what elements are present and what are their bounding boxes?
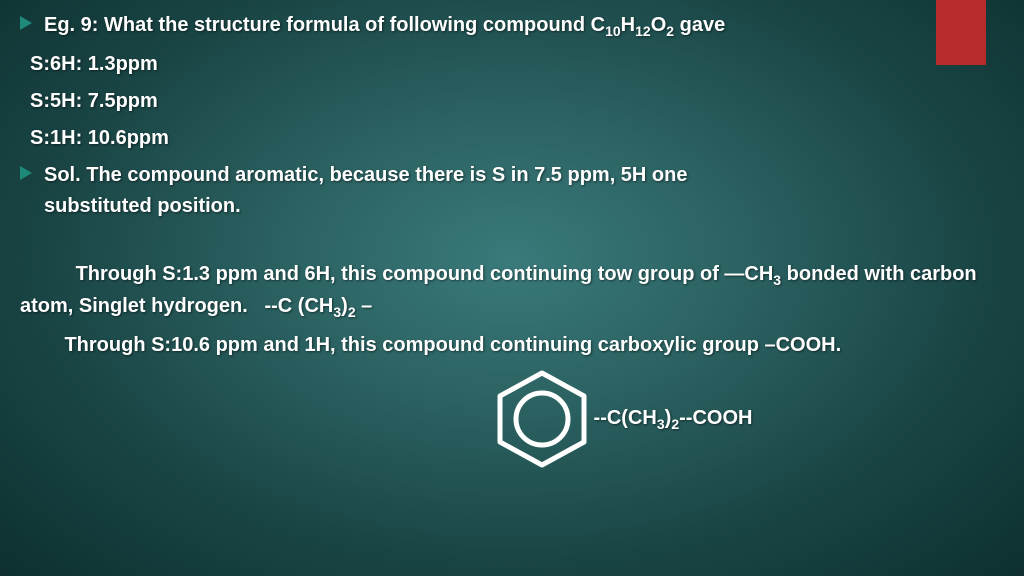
f-s1: 3	[657, 416, 665, 432]
q-sub1: 10	[605, 23, 621, 39]
p1a: Through S:1.3 ppm and 6H, this compound …	[31, 263, 773, 285]
q-suffix: gave	[674, 14, 725, 36]
p1b-s2: 2	[348, 304, 356, 320]
benzene-ring-icon	[492, 369, 592, 469]
bullet-arrow-icon	[20, 166, 32, 180]
q-mid2: O	[651, 14, 667, 36]
signal-1: S:6H: 1.3ppm	[20, 49, 1004, 80]
signal-3: S:1H: 10.6ppm	[20, 123, 1004, 154]
bullet-1: Eg. 9: What the structure formula of fol…	[20, 10, 1004, 43]
f-s2: 2	[671, 416, 679, 432]
question-text: Eg. 9: What the structure formula of fol…	[44, 10, 725, 43]
corner-accent	[936, 0, 986, 65]
p1a-sub: 3	[773, 272, 781, 288]
bullet-arrow-icon	[20, 16, 32, 30]
bullet-2: Sol. The compound aromatic, because ther…	[20, 160, 1004, 222]
f-t3: --COOH	[679, 407, 752, 429]
para-2: Through S:10.6 ppm and 1H, this compound…	[20, 330, 1004, 361]
p1b-mid: )	[341, 295, 348, 317]
sol-a: Sol. The compound aromatic, because ther…	[44, 164, 688, 186]
q-prefix: Eg. 9: What the structure formula of fol…	[44, 14, 605, 36]
structure-row: --C(CH3)2--COOH	[240, 369, 1004, 469]
q-sub3: 2	[666, 23, 674, 39]
signal-2: S:5H: 7.5ppm	[20, 86, 1004, 117]
f-t1: --C(CH	[594, 407, 657, 429]
p1b-end: –	[356, 295, 373, 317]
structure-formula: --C(CH3)2--COOH	[594, 407, 753, 432]
q-mid1: H	[621, 14, 635, 36]
q-sub2: 12	[635, 23, 651, 39]
para-1: Through S:1.3 ppm and 6H, this compound …	[20, 228, 1004, 324]
p1b-s1: 3	[333, 304, 341, 320]
solution-lead: Sol. The compound aromatic, because ther…	[44, 160, 688, 222]
sol-b: substituted position.	[44, 195, 241, 217]
